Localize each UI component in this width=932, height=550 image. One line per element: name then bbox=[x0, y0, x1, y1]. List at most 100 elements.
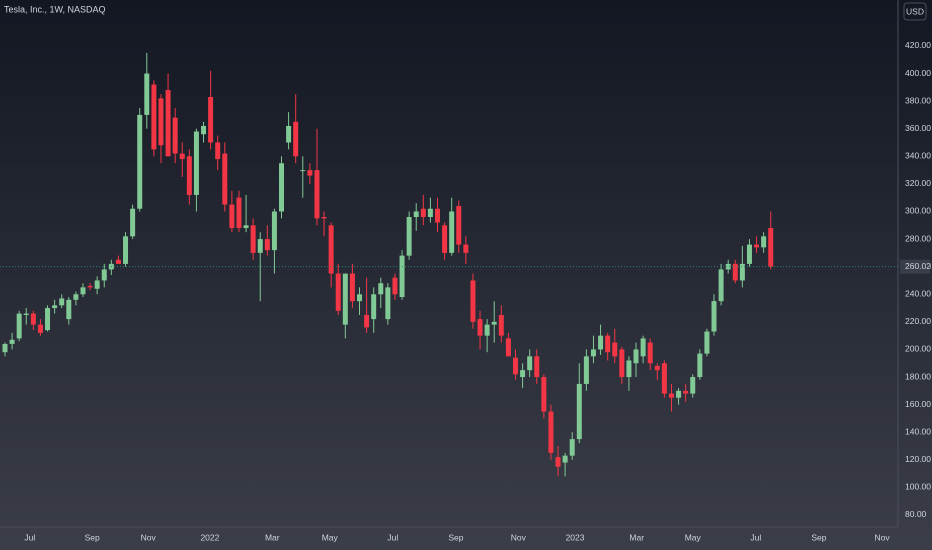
candle-body bbox=[754, 244, 760, 248]
candle-body bbox=[463, 244, 469, 253]
x-tick-label: Nov bbox=[874, 532, 890, 542]
x-tick-label: Jul bbox=[24, 532, 35, 542]
candle-body bbox=[619, 349, 625, 378]
candle-body bbox=[420, 208, 426, 218]
candle-body bbox=[201, 125, 207, 135]
candle-body bbox=[73, 294, 79, 300]
candle-body bbox=[661, 363, 667, 394]
candle-body bbox=[66, 299, 72, 320]
candle-body bbox=[527, 356, 533, 371]
candle-body bbox=[378, 283, 384, 295]
candle-body bbox=[434, 208, 440, 223]
y-tick-label: 380.00 bbox=[905, 95, 931, 105]
candle-body bbox=[314, 170, 320, 219]
candle-body bbox=[101, 269, 107, 281]
candle-body bbox=[768, 228, 774, 267]
candle-body bbox=[498, 314, 504, 336]
candle-body bbox=[158, 98, 164, 146]
candle-body bbox=[94, 280, 100, 289]
candle-body bbox=[676, 390, 682, 398]
plot-area bbox=[2, 52, 774, 477]
last-price-label: 260.02 bbox=[905, 261, 931, 271]
y-tick-label: 220.00 bbox=[905, 316, 931, 326]
candle-body bbox=[598, 335, 604, 350]
candle-body bbox=[442, 225, 448, 253]
candle-body bbox=[271, 211, 277, 251]
candle-body bbox=[328, 225, 334, 274]
candle-body bbox=[385, 287, 391, 320]
candle-body bbox=[555, 457, 561, 467]
currency-button[interactable] bbox=[903, 2, 927, 21]
candle-body bbox=[697, 353, 703, 378]
y-tick-label: 400.00 bbox=[905, 68, 931, 78]
candle-body bbox=[236, 197, 242, 229]
candle-body bbox=[115, 259, 121, 264]
y-tick-label: 420.00 bbox=[905, 40, 931, 50]
x-tick-label: May bbox=[322, 532, 339, 542]
candle-body bbox=[520, 370, 526, 378]
candle-body bbox=[335, 273, 341, 311]
candle-body bbox=[2, 343, 8, 353]
chart-title: Tesla, Inc., 1W, NASDAQ bbox=[4, 4, 106, 14]
last-price-box bbox=[900, 259, 930, 274]
candle-body bbox=[321, 217, 327, 219]
y-tick-label: 280.00 bbox=[905, 233, 931, 243]
currency-label[interactable]: USD bbox=[906, 6, 924, 16]
candle-body bbox=[711, 301, 717, 332]
candle-body bbox=[52, 305, 58, 309]
candle-body bbox=[654, 366, 660, 371]
candle-body bbox=[746, 244, 752, 264]
candle-body bbox=[257, 239, 263, 253]
candle-body bbox=[264, 239, 270, 251]
candle-body bbox=[186, 156, 192, 195]
candle-body bbox=[413, 211, 419, 218]
candle-body bbox=[172, 117, 178, 154]
candle-body bbox=[16, 313, 22, 339]
candle-body bbox=[512, 357, 518, 375]
candle-body bbox=[548, 411, 554, 453]
candle-body bbox=[739, 263, 745, 281]
candle-body bbox=[626, 360, 632, 378]
candle-body bbox=[30, 313, 36, 325]
candle-body bbox=[357, 294, 363, 302]
candle-body bbox=[761, 236, 767, 248]
y-tick-label: 100.00 bbox=[905, 482, 931, 492]
y-tick-label: 340.00 bbox=[905, 151, 931, 161]
candle-body bbox=[243, 225, 249, 229]
candle-body bbox=[371, 294, 377, 320]
x-tick-label: Jul bbox=[750, 532, 761, 542]
candle-body bbox=[342, 273, 348, 325]
x-tick-label: May bbox=[685, 532, 702, 542]
y-tick-label: 80.00 bbox=[905, 509, 927, 519]
candle-body bbox=[406, 217, 412, 256]
candle-body bbox=[193, 131, 199, 195]
y-tick-label: 320.00 bbox=[905, 178, 931, 188]
candle-body bbox=[718, 269, 724, 302]
candle-body bbox=[725, 263, 731, 270]
x-tick-label: Nov bbox=[141, 532, 157, 542]
x-tick-label: 2023 bbox=[566, 532, 585, 542]
candle-body bbox=[87, 285, 93, 288]
candle-body bbox=[165, 90, 171, 157]
x-tick-label: Mar bbox=[265, 532, 280, 542]
candle-body bbox=[137, 114, 143, 209]
y-tick-label: 180.00 bbox=[905, 371, 931, 381]
candle-body bbox=[569, 439, 575, 456]
x-tick-label: Nov bbox=[511, 532, 527, 542]
candle-body bbox=[151, 84, 157, 150]
candle-body bbox=[612, 342, 618, 357]
candle-body bbox=[605, 335, 611, 353]
candle-body bbox=[668, 393, 674, 398]
candle-body bbox=[562, 455, 568, 463]
candle-body bbox=[541, 377, 547, 412]
candle-body bbox=[704, 331, 710, 354]
candle-body bbox=[349, 273, 355, 302]
x-tick-label: Mar bbox=[629, 532, 644, 542]
candle-body bbox=[534, 356, 540, 378]
candle-body bbox=[392, 277, 398, 295]
candle-body bbox=[399, 255, 405, 298]
candle-body bbox=[45, 308, 51, 331]
